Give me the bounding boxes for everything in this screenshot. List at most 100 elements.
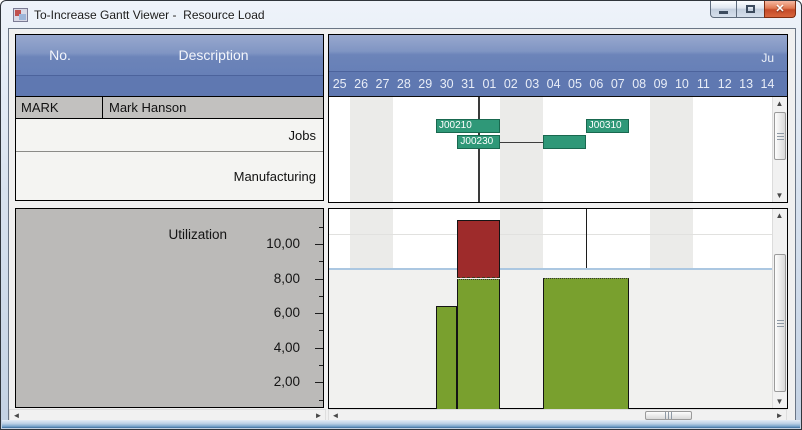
scroll-up-button[interactable]: ▲ <box>775 211 784 220</box>
axis-minor-tick <box>319 399 323 401</box>
gantt-panel: Ju 25 26 27 28 29 30 31 01 02 03 04 05 06 07 08 09 10 11 1… <box>328 34 788 203</box>
weekend-band <box>650 97 693 202</box>
capacity-line <box>329 268 772 270</box>
window-frame-bottom <box>2 420 800 428</box>
axis-tick-label: 8,00 <box>273 270 300 286</box>
axis-minor-tick <box>319 330 323 332</box>
day-header-cell: 03 <box>525 77 540 91</box>
scroll-right-button[interactable]: ► <box>314 411 323 420</box>
axis-tick-label: 4,00 <box>273 339 300 355</box>
minimize-icon <box>719 10 728 14</box>
task-bar[interactable] <box>543 135 586 149</box>
scrollbar-thumb[interactable] <box>774 254 786 392</box>
axis-major-tick <box>315 278 323 280</box>
maximize-button[interactable] <box>737 1 764 18</box>
scroll-down-button[interactable]: ▼ <box>775 191 784 200</box>
axis-minor-tick <box>319 295 323 297</box>
load-bar <box>543 278 629 417</box>
utilization-axis-panel: Utilization 10,00 8,00 6,00 4,00 2,00 <box>15 208 324 408</box>
day-header-cell: 14 <box>760 77 775 91</box>
day-header-cell: 06 <box>589 77 604 91</box>
day-header-cell: 10 <box>674 77 689 91</box>
close-icon: ✕ <box>775 2 785 15</box>
weekend-band <box>650 209 693 269</box>
resource-row[interactable]: MARK Mark Hanson <box>16 96 323 119</box>
load-bar <box>436 306 458 417</box>
axis-tick-label: 6,00 <box>273 305 300 321</box>
task-bar[interactable]: J00210 <box>436 119 501 133</box>
maximize-icon <box>746 5 755 13</box>
day-header-cell: 04 <box>546 77 561 91</box>
axis-tick-label: 2,00 <box>273 374 300 390</box>
window-title: To-Increase Gantt Viewer - Resource Load <box>34 8 265 22</box>
histogram-marker-line <box>585 209 587 269</box>
app-icon <box>13 8 28 22</box>
resource-description-cell: Mark Hanson <box>109 100 187 115</box>
task-bar[interactable]: J00310 <box>585 119 629 133</box>
axis-major-tick <box>315 243 323 245</box>
column-header-description[interactable]: Description <box>178 47 249 63</box>
month-header-band: Ju <box>329 35 787 71</box>
day-header-cell: 11 <box>696 77 710 91</box>
overload-bar-segment <box>457 219 501 279</box>
day-header-cell: 27 <box>375 77 390 91</box>
day-header-cell: 13 <box>739 77 754 91</box>
utilization-label: Utilization <box>168 227 227 242</box>
close-button[interactable]: ✕ <box>764 1 796 18</box>
axis-major-tick <box>315 347 323 349</box>
day-header-cell: 01 <box>482 77 497 91</box>
gantt-chart-area: ▲ ▼ J00210 J00230 J00310 <box>329 97 787 202</box>
scroll-right-button[interactable]: ► <box>775 411 784 420</box>
today-marker-line <box>478 97 480 202</box>
scroll-up-button[interactable]: ▲ <box>775 99 784 108</box>
day-header-cell: 09 <box>653 77 668 91</box>
minimize-button[interactable] <box>710 1 737 18</box>
task-bar[interactable]: J00230 <box>457 135 501 149</box>
scrollbar-grip <box>776 319 784 327</box>
axis-minor-tick <box>319 261 323 263</box>
resource-table: No. Description MARK Mark Hanson Jobs Ma… <box>15 34 324 201</box>
scroll-left-button[interactable]: ◄ <box>331 411 340 420</box>
scrollbar-thumb[interactable] <box>645 411 692 420</box>
axis-major-tick <box>315 382 323 384</box>
day-header-cell: 02 <box>503 77 518 91</box>
day-header-band: 25 26 27 28 29 30 31 01 02 03 04 05 06 07 08 09 10 11 12 13… <box>329 71 787 97</box>
gridline-10 <box>329 234 772 235</box>
weekend-band <box>350 97 394 202</box>
histogram-vertical-scrollbar[interactable]: ▲ ▼ <box>772 209 787 408</box>
load-bar-segment <box>457 278 501 417</box>
day-header-cell: 07 <box>610 77 625 91</box>
axis-tick-label: 10,00 <box>266 235 300 251</box>
day-header-cell: 30 <box>439 77 454 91</box>
row-jobs-label: Jobs <box>288 127 316 143</box>
day-header-cell: 08 <box>632 77 647 91</box>
scroll-down-button[interactable]: ▼ <box>775 397 784 406</box>
month-label: Ju <box>761 51 774 65</box>
titlebar[interactable]: To-Increase Gantt Viewer - Resource Load… <box>1 1 801 28</box>
row-jobs[interactable]: Jobs <box>16 119 323 152</box>
client-area: No. Description MARK Mark Hanson Jobs Ma… <box>8 28 796 422</box>
histogram-above-capacity-area <box>329 209 772 269</box>
table-subheader-band <box>16 75 323 96</box>
scroll-left-button[interactable]: ◄ <box>12 411 21 420</box>
axis-minor-tick <box>319 226 323 228</box>
utilization-histogram-panel: ▲ ▼ <box>328 208 788 417</box>
histogram-horizontal-scrollbar[interactable]: ◄ ► <box>328 409 787 422</box>
weekend-band <box>350 209 394 269</box>
row-manufacturing[interactable]: Manufacturing <box>16 152 323 200</box>
day-header-cell: 26 <box>354 77 369 91</box>
weekend-band <box>500 209 543 269</box>
resource-no-cell: MARK <box>16 97 103 118</box>
gantt-vertical-scrollbar[interactable]: ▲ ▼ <box>772 97 787 202</box>
table-header-row: No. Description <box>16 35 323 75</box>
day-header-cell: 31 <box>461 77 475 91</box>
scrollbar-thumb[interactable] <box>774 112 786 160</box>
column-header-no[interactable]: No. <box>49 47 71 63</box>
day-header-cell: 05 <box>568 77 582 91</box>
day-header-cell: 12 <box>717 77 732 91</box>
axis-minor-tick <box>319 365 323 366</box>
window-controls: ✕ <box>710 1 796 18</box>
day-header-cell: 28 <box>396 77 411 91</box>
weekend-band <box>500 97 543 202</box>
